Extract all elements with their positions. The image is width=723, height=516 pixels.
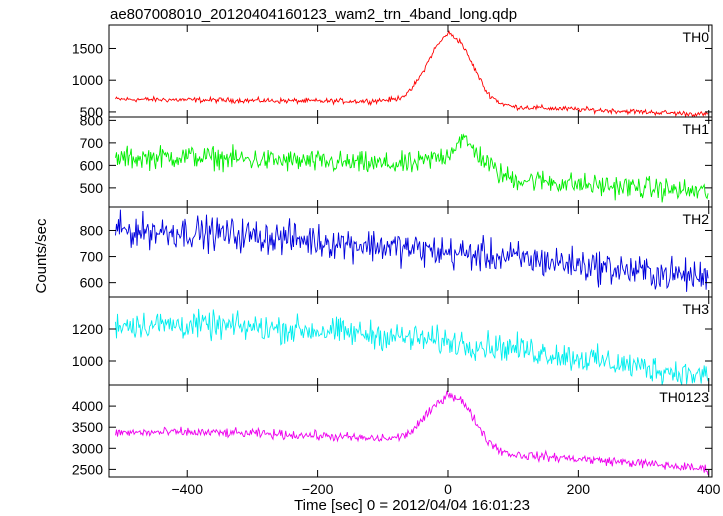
x-tick-label-0: 0: [444, 481, 452, 497]
x-axis-title: Time [sec] 0 = 2012/04/04 16:01:23: [294, 497, 530, 514]
y-tick-label-th0123-2500: 2500: [72, 461, 103, 477]
x-tick-label-200: 200: [567, 481, 591, 497]
y-tick-label-th2-600: 600: [80, 275, 104, 291]
series-line-th2: [115, 209, 709, 292]
series-line-th3: [115, 308, 709, 385]
panel-label-th0: TH0: [683, 29, 710, 45]
panel-label-th3: TH3: [683, 301, 710, 317]
y-tick-label-th0123-3000: 3000: [72, 440, 103, 456]
y-tick-label-th0123-4000: 4000: [72, 398, 103, 414]
series-line-th1: [115, 133, 709, 203]
panels-group: 500 1000 1500 TH0 500 600 700 800 TH1 600 700 800 TH…: [72, 24, 721, 497]
y-tick-label-th1-500: 500: [80, 180, 104, 196]
y-tick-label-th0-1500: 1500: [72, 40, 103, 56]
y-tick-label-th0-1000: 1000: [72, 72, 103, 88]
y-tick-label-th2-700: 700: [80, 249, 104, 265]
y-tick-label-th1-700: 700: [80, 135, 104, 151]
y-tick-label-th0-500: 500: [80, 104, 104, 120]
panel-label-th2: TH2: [683, 211, 710, 227]
y-tick-label-th2-800: 800: [80, 222, 104, 238]
x-tick-label-400: 400: [697, 481, 721, 497]
panel-frame-th0123: [108, 384, 713, 478]
y-tick-label-th1-600: 600: [80, 157, 104, 173]
panel-frame-th0: [108, 24, 713, 118]
x-tick-label--400: −400: [171, 481, 203, 497]
chart-title: ae807008010_20120404160123_wam2_trn_4ban…: [110, 6, 517, 23]
series-line-th0: [115, 30, 709, 118]
panel-label-th1: TH1: [683, 121, 710, 137]
panel-label-th0123: TH0123: [659, 389, 709, 405]
series-line-th0123: [115, 390, 709, 476]
x-tick-label--200: −200: [302, 481, 334, 497]
y-tick-label-th3-1000: 1000: [72, 353, 103, 369]
y-tick-label-th1-800: 800: [80, 112, 104, 128]
y-axis-title: Counts/sec: [33, 218, 50, 294]
y-tick-label-th3-1200: 1200: [72, 321, 103, 337]
y-tick-label-th0123-3500: 3500: [72, 419, 103, 435]
